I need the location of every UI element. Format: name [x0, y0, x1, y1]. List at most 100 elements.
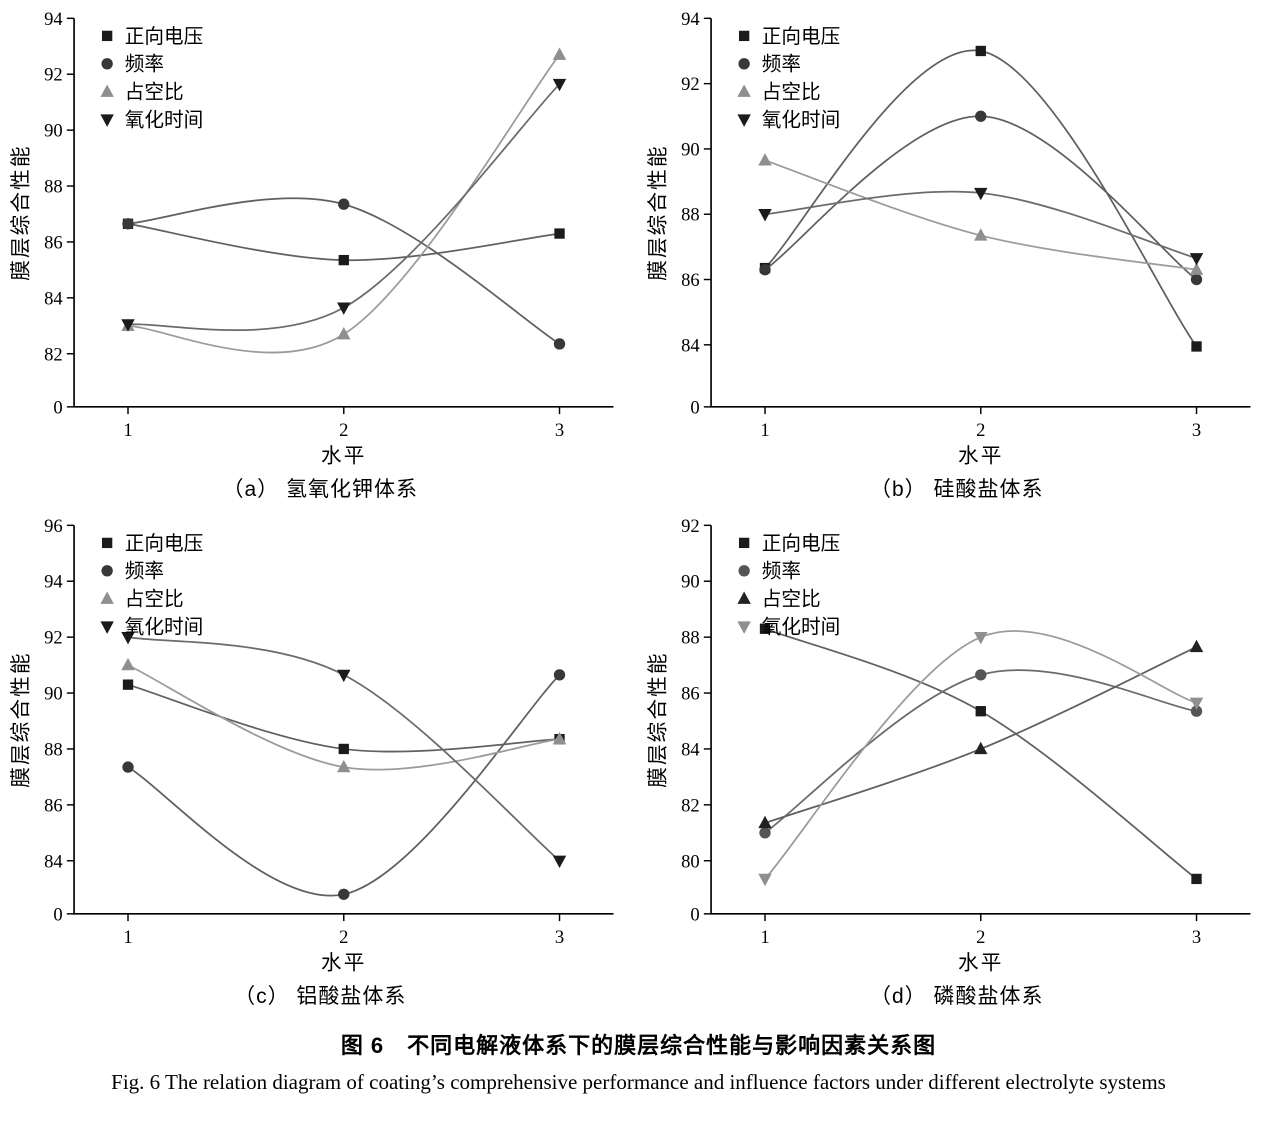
svg-text:90: 90: [44, 121, 63, 142]
series-0: [759, 623, 1202, 885]
svg-text:92: 92: [44, 628, 63, 649]
x-axis-ticks: 1 2 3: [760, 406, 1201, 441]
series-2: [758, 639, 1203, 829]
circle-marker: [974, 110, 987, 122]
circle-marker: [554, 338, 566, 350]
square-marker: [1191, 341, 1202, 352]
svg-text:84: 84: [681, 335, 700, 356]
legend-label: 频率: [761, 54, 800, 76]
triangle-up-marker: [121, 657, 135, 671]
y-axis-label: 膜层综合性能: [647, 651, 670, 787]
chart-caption-b: （b） 硅酸盐体系: [869, 477, 1044, 501]
y-axis-label: 膜层综合性能: [10, 144, 33, 280]
series-line: [764, 630, 1197, 880]
series-line: [128, 683, 560, 753]
legend-label: 正向电压: [761, 26, 840, 48]
chart-cell-a: 82 84 86 88 90 92 94 0 1 2 3 水平 膜层综合性能 正向电压 频率 占空比 氧化时间 …: [6, 8, 635, 513]
circle-marker: [554, 669, 566, 681]
series-1: [759, 669, 1202, 839]
x-axis-label: 水平: [958, 952, 1003, 975]
svg-text:90: 90: [681, 572, 700, 593]
series-3: [758, 630, 1203, 887]
svg-text:0: 0: [54, 904, 63, 925]
svg-text:86: 86: [44, 232, 63, 253]
svg-text:94: 94: [44, 572, 63, 593]
figure-caption-en: Fig. 6 The relation diagram of coating’s…: [111, 1069, 1166, 1094]
svg-text:92: 92: [681, 516, 700, 537]
square-marker: [338, 743, 350, 755]
svg-text:94: 94: [44, 9, 63, 30]
svg-text:3: 3: [555, 420, 564, 441]
legend-label: 频率: [761, 561, 800, 583]
series-3: [758, 187, 1203, 266]
axes: [709, 18, 1251, 408]
triangle-down-marker: [973, 631, 988, 645]
circle-marker: [122, 218, 134, 230]
series-line: [764, 190, 1197, 260]
svg-text:86: 86: [681, 270, 700, 291]
legend-label: 正向电压: [125, 533, 204, 555]
svg-text:0: 0: [690, 397, 699, 418]
triangle-down-marker: [100, 114, 115, 127]
square-marker: [738, 30, 750, 42]
legend-label: 正向电压: [761, 533, 840, 555]
triangle-down-marker: [553, 78, 567, 92]
square-marker: [338, 254, 350, 266]
series-1: [759, 110, 1202, 286]
x-axis-ticks: 1 2 3: [124, 406, 564, 441]
triangle-down-marker: [737, 621, 751, 634]
circle-marker: [122, 761, 134, 773]
circle-marker: [738, 565, 750, 577]
figure-6: 82 84 86 88 90 92 94 0 1 2 3 水平 膜层综合性能 正向电压 频率 占空比 氧化时间 …: [6, 8, 1271, 1094]
svg-text:1: 1: [124, 927, 133, 948]
charts-grid: 82 84 86 88 90 92 94 0 1 2 3 水平 膜层综合性能 正向电压 频率 占空比 氧化时间 …: [6, 8, 1271, 1020]
legend-label: 氧化时间: [125, 109, 204, 131]
triangle-down-marker: [337, 669, 351, 683]
y-axis-label: 膜层综合性能: [10, 651, 33, 787]
square-marker: [554, 228, 565, 239]
triangle-up-marker: [973, 741, 988, 755]
chart-cell-c: 84 86 88 90 92 94 96 0 1 2 3 水平 膜层综合性能 正向电压 频率 占空比 氧化时间 …: [6, 515, 635, 1020]
svg-text:86: 86: [681, 683, 700, 704]
svg-text:3: 3: [1192, 420, 1201, 441]
y-axis-ticks: 82 84 86 88 90 92 94 0: [44, 9, 75, 418]
svg-text:1: 1: [124, 420, 133, 441]
circle-marker: [1190, 705, 1202, 717]
svg-text:92: 92: [681, 74, 700, 95]
svg-text:1: 1: [760, 927, 769, 948]
legend-label: 氧化时间: [125, 616, 204, 638]
triangle-down-marker: [1189, 697, 1203, 710]
axis-labels: 水平 膜层综合性能: [647, 144, 1001, 467]
svg-text:1: 1: [760, 420, 769, 441]
legend-label: 占空比: [125, 588, 184, 610]
triangle-up-marker: [337, 326, 351, 340]
square-marker: [759, 623, 770, 634]
series-line: [128, 54, 561, 354]
legend-label: 占空比: [761, 82, 820, 104]
square-marker: [123, 679, 134, 690]
svg-text:82: 82: [44, 344, 63, 365]
legend-label: 频率: [125, 561, 164, 583]
legend-label: 占空比: [761, 588, 820, 610]
series-3: [121, 631, 567, 868]
chart-cell-b: 84 86 88 90 92 94 0 1 2 3 水平 膜层综合性能 正向电压 频率 占空比 氧化时间 （b…: [643, 8, 1272, 513]
svg-text:88: 88: [44, 177, 63, 198]
series-line: [128, 197, 561, 345]
x-axis-ticks: 1 2 3: [124, 913, 564, 948]
axes: [73, 18, 614, 408]
svg-text:88: 88: [44, 739, 63, 760]
triangle-up-marker: [973, 228, 988, 241]
svg-text:88: 88: [681, 205, 700, 226]
triangle-down-marker: [100, 621, 115, 634]
svg-text:86: 86: [44, 795, 63, 816]
svg-text:3: 3: [1192, 927, 1201, 948]
triangle-up-marker: [758, 815, 772, 829]
triangle-up-marker: [553, 47, 567, 60]
svg-text:0: 0: [690, 904, 699, 925]
